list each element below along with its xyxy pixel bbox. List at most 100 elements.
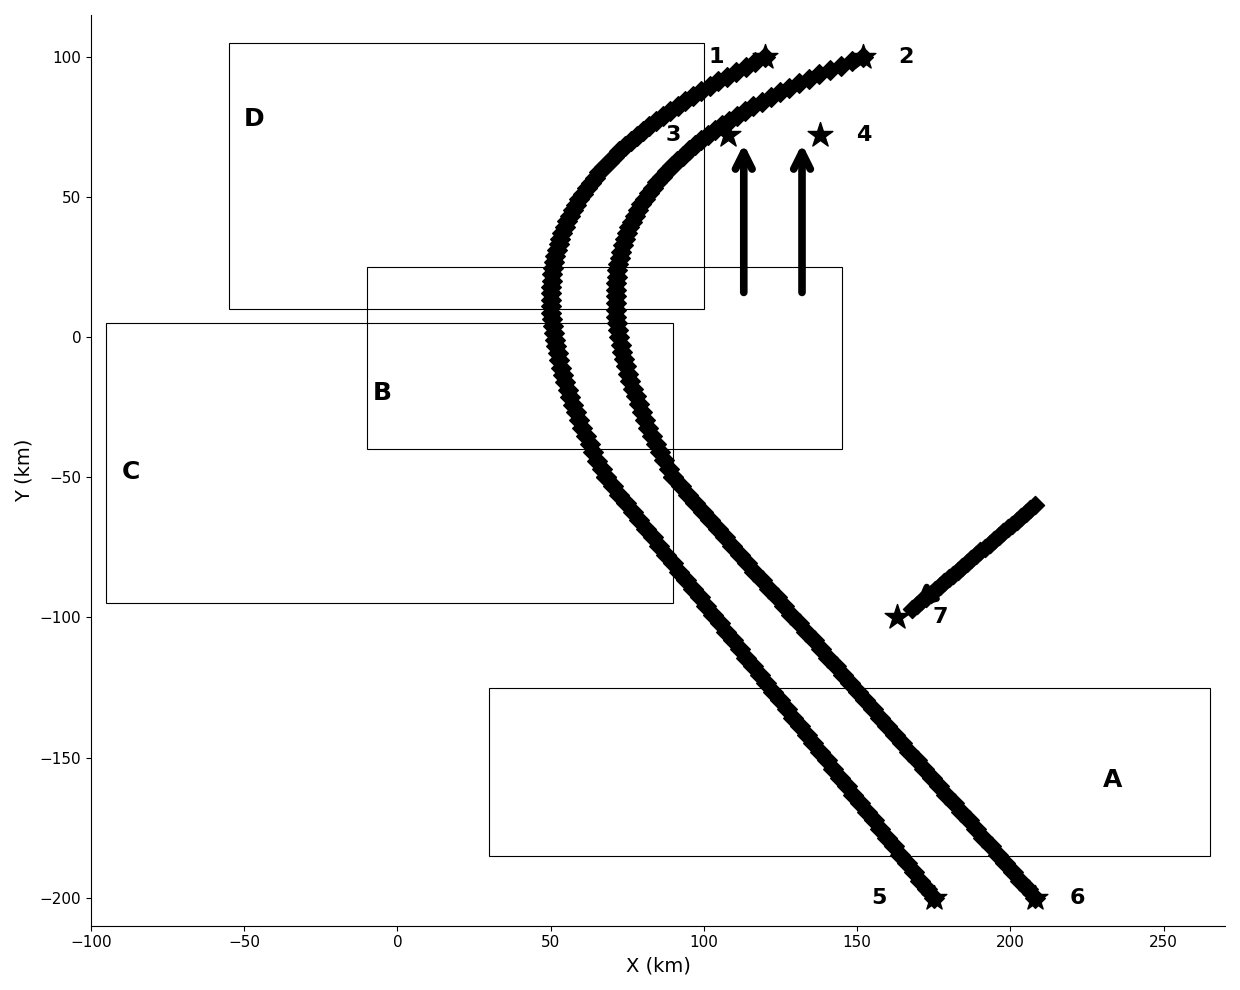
Point [853, 50, 873, 65]
Point [952, 559, 972, 575]
Text: 2: 2 [899, 48, 914, 67]
Point [966, 821, 986, 837]
Point [573, 186, 593, 202]
Point [790, 718, 810, 734]
Point [580, 175, 600, 191]
Point [646, 113, 666, 129]
Point [818, 649, 838, 665]
Point [981, 839, 1001, 854]
Point [565, 197, 585, 213]
Point [1021, 501, 1040, 517]
Point [993, 525, 1013, 541]
Point [719, 113, 739, 129]
Bar [367, 267, 842, 449]
Point [789, 75, 808, 91]
Point [642, 530, 662, 545]
Point [780, 80, 800, 96]
Point [906, 597, 926, 613]
Point [764, 684, 784, 700]
Point [547, 243, 567, 258]
Point [988, 846, 1008, 862]
Point [589, 164, 609, 180]
Point [619, 220, 639, 236]
Point [560, 389, 580, 405]
Point [971, 544, 991, 559]
Point [569, 191, 589, 207]
Point [606, 269, 626, 285]
Text: 1: 1 [708, 48, 724, 67]
Point [605, 282, 625, 298]
Point [689, 589, 709, 605]
Point [614, 351, 634, 367]
Point [735, 103, 755, 119]
Point [884, 839, 904, 854]
Point [996, 855, 1016, 871]
Point [916, 590, 936, 606]
Point [944, 566, 963, 582]
Point [817, 752, 837, 768]
Point [639, 185, 658, 201]
Point [622, 504, 642, 520]
Point [655, 452, 675, 468]
Point [918, 881, 937, 897]
Point [691, 133, 711, 148]
Point [640, 118, 660, 134]
Point [676, 93, 696, 109]
Point [745, 54, 765, 70]
Point [961, 551, 981, 567]
Point [843, 787, 863, 803]
Point [921, 769, 941, 785]
Text: 6: 6 [1070, 888, 1086, 908]
Point [616, 358, 636, 374]
Point [548, 237, 568, 252]
Point [939, 570, 959, 586]
Point [755, 50, 775, 65]
Point [730, 546, 750, 562]
Point [957, 555, 977, 571]
Point [546, 248, 565, 264]
Point [658, 461, 678, 477]
X-axis label: X (km): X (km) [625, 956, 691, 975]
Point [554, 219, 574, 235]
Point [744, 98, 764, 114]
Point [626, 388, 646, 404]
Point [810, 66, 830, 82]
Point [660, 103, 680, 119]
Point [639, 420, 658, 436]
Point [1011, 872, 1030, 888]
Point [588, 452, 608, 468]
Point [751, 572, 771, 588]
Point [781, 607, 801, 623]
Point [626, 128, 646, 144]
Point [904, 864, 924, 880]
Point [609, 144, 629, 159]
Point [770, 84, 790, 100]
Point [826, 658, 846, 674]
Point [542, 273, 562, 289]
Point [1007, 513, 1027, 529]
Point [663, 555, 683, 571]
Point [820, 62, 839, 78]
Text: 3: 3 [666, 126, 681, 146]
Point [910, 872, 930, 888]
Point [750, 666, 770, 682]
Point [548, 346, 568, 361]
Point [683, 581, 703, 597]
Point [709, 615, 729, 631]
Point [542, 279, 562, 295]
Point [924, 890, 944, 906]
Point [610, 249, 630, 265]
Point [936, 787, 956, 803]
Point [811, 641, 831, 656]
Point [629, 396, 649, 412]
Point [544, 254, 564, 270]
Point [988, 529, 1008, 545]
Point [890, 846, 910, 862]
Point [662, 158, 682, 174]
Point [684, 138, 704, 153]
Point [717, 624, 737, 640]
Point [975, 540, 994, 555]
Point [715, 530, 735, 545]
Point [737, 649, 756, 665]
Point [542, 305, 562, 321]
